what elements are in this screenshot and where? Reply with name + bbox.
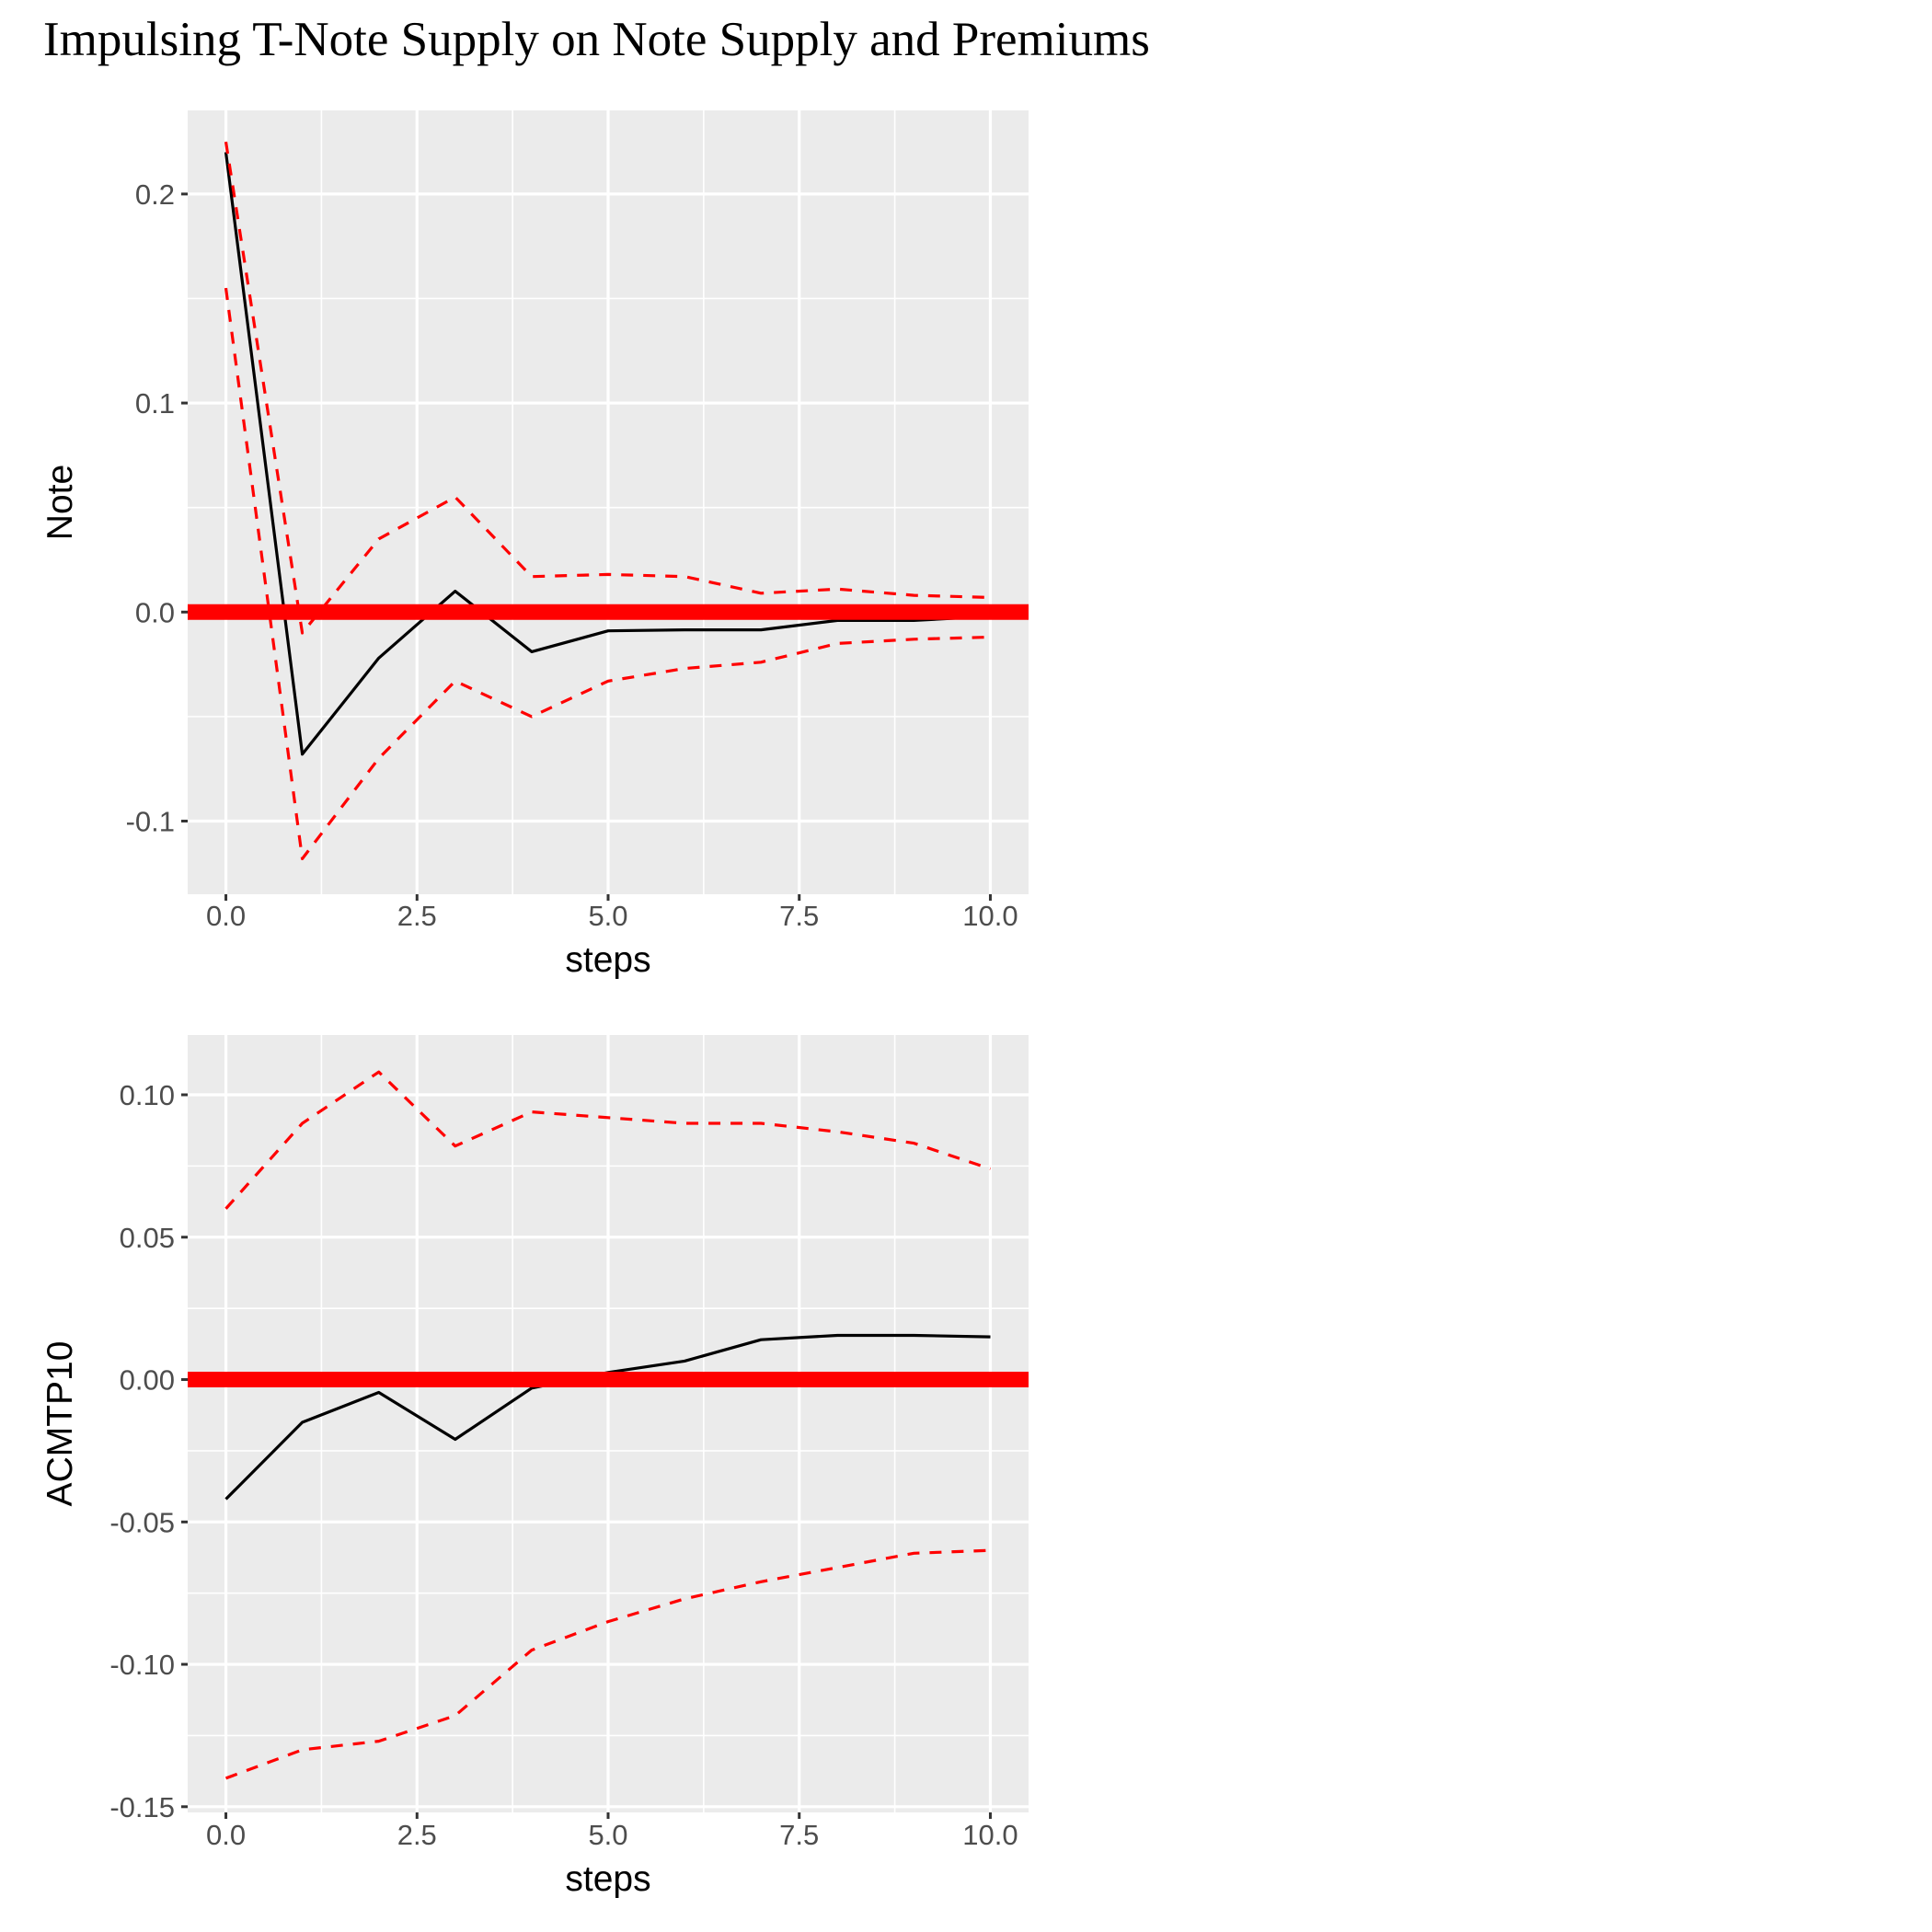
acmtp10-y-tick-label: 0.10 — [120, 1079, 175, 1111]
note-response-line — [224, 152, 991, 756]
acmtp10-y-tick-label: 0.05 — [120, 1222, 175, 1254]
note-y-tick-label: -0.1 — [126, 805, 175, 837]
acmtp10-y-tick-label: 0.00 — [120, 1364, 175, 1397]
acmtp10-x-tick-label: 10.0 — [962, 1819, 1018, 1851]
acmtp10-panel: -0.15 -0.10 -0.05 0.00 0.05 0.10 0.0 2.5 5.0 7.5 1… — [40, 1035, 1029, 1899]
note-y-tick-label: 0.0 — [135, 596, 175, 628]
acmtp10-y-axis-title: ACMTP10 — [40, 1341, 80, 1507]
acmtp10-y-tick-label: -0.15 — [109, 1791, 175, 1823]
acmtp10-y-tick-label: -0.10 — [109, 1649, 175, 1681]
note-lower-line — [224, 287, 991, 861]
note-y-tick-label: 0.1 — [135, 387, 175, 420]
note-x-tick-label: 2.5 — [397, 900, 437, 932]
chart-title: Impulsing T-Note Supply on Note Supply a… — [43, 13, 1150, 66]
acmtp10-x-tick-label: 5.0 — [588, 1819, 627, 1851]
acmtp10-x-tick-label: 7.5 — [779, 1819, 819, 1851]
acmtp10-y-tick-label: -0.05 — [109, 1506, 175, 1538]
acmtp10-lower-line — [224, 1548, 991, 1780]
note-y-tick-label: 0.2 — [135, 178, 175, 211]
acmtp10-upper-line — [224, 1070, 992, 1210]
note-y-axis-title: Note — [40, 465, 80, 540]
note-x-axis-title: steps — [565, 940, 650, 980]
note-panel: -0.1 0.0 0.1 0.2 0.0 2.5 5.0 7.5 10.0 steps Note — [40, 110, 1029, 980]
note-x-tick-label: 5.0 — [588, 900, 627, 932]
acmtp10-x-tick-label: 2.5 — [397, 1819, 437, 1851]
note-upper-line — [224, 141, 991, 635]
note-x-tick-label: 7.5 — [779, 900, 819, 932]
note-x-tick-label: 10.0 — [962, 900, 1018, 932]
note-x-tick-label: 0.0 — [206, 900, 246, 932]
acmtp10-x-axis-title: steps — [565, 1859, 650, 1899]
acmtp10-x-tick-label: 0.0 — [206, 1819, 246, 1851]
